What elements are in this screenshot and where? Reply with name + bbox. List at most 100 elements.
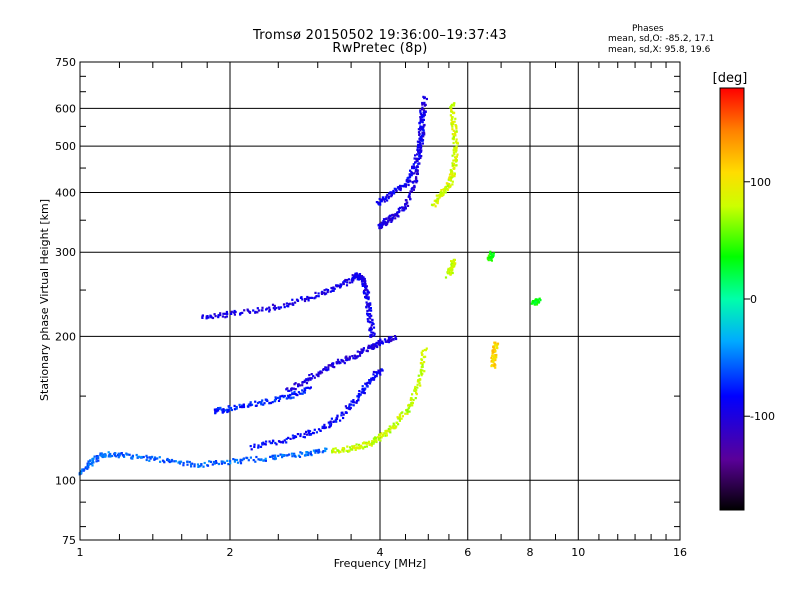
data-point: [351, 278, 354, 281]
data-point: [89, 459, 92, 462]
data-point: [313, 376, 316, 379]
data-point: [323, 291, 326, 295]
data-point: [83, 468, 86, 471]
data-point: [375, 372, 379, 376]
data-point: [298, 384, 302, 387]
data-point: [93, 455, 96, 458]
data-point: [371, 442, 374, 445]
data-point: [445, 187, 448, 190]
data-point: [367, 381, 370, 384]
data-point: [242, 458, 245, 461]
data-point: [452, 262, 455, 265]
data-point: [291, 392, 294, 396]
data-point: [268, 308, 271, 311]
data-point: [448, 178, 451, 181]
data-point: [377, 437, 380, 440]
data-point: [350, 403, 353, 406]
data-point: [224, 409, 227, 412]
data-point: [224, 316, 227, 319]
data-point: [325, 369, 328, 372]
data-point: [418, 382, 421, 385]
data-point: [219, 313, 222, 317]
data-point: [249, 404, 252, 407]
data-point: [331, 451, 334, 454]
data-point: [390, 336, 393, 339]
data-point: [317, 428, 321, 431]
data-point: [418, 121, 421, 125]
data-point: [307, 452, 310, 455]
data-point: [454, 117, 457, 120]
y-tick-labels: 75 100 200 300 400 500 600 750: [55, 56, 76, 547]
data-point: [368, 379, 371, 382]
data-point: [283, 454, 286, 457]
y-tick-label: 400: [55, 186, 76, 199]
data-point: [412, 188, 415, 191]
data-point: [451, 180, 454, 183]
data-point: [279, 453, 282, 456]
data-point: [337, 449, 340, 452]
data-point: [324, 449, 327, 453]
data-point: [107, 451, 110, 454]
data-point: [229, 462, 232, 465]
data-point: [348, 358, 351, 361]
colorbar-ticks: 100 0 -100: [744, 176, 775, 423]
data-point: [339, 450, 342, 453]
data-point: [340, 411, 343, 414]
data-point: [368, 345, 371, 348]
data-point: [305, 297, 308, 301]
data-point: [355, 355, 358, 358]
y-tick-label: 750: [55, 56, 76, 69]
data-point: [493, 344, 496, 347]
data-point: [358, 273, 362, 276]
data-point: [221, 315, 224, 318]
data-point: [410, 397, 413, 401]
data-point: [150, 456, 153, 459]
data-point: [539, 299, 542, 302]
data-point: [369, 328, 372, 331]
data-point: [450, 122, 453, 126]
data-point: [410, 190, 414, 193]
data-point: [329, 290, 332, 293]
data-point: [351, 276, 354, 279]
data-point: [424, 110, 427, 113]
data-point: [309, 296, 312, 299]
data-point: [188, 460, 191, 464]
data-point: [494, 341, 497, 344]
data-point: [339, 419, 342, 422]
data-point: [370, 331, 373, 334]
data-point: [444, 191, 447, 194]
data-point: [297, 383, 300, 386]
data-point: [319, 372, 322, 375]
data-point: [408, 196, 411, 199]
data-point: [303, 299, 307, 303]
data-point: [397, 423, 400, 426]
data-point: [104, 453, 107, 456]
data-point: [360, 351, 363, 354]
data-point: [233, 460, 236, 463]
colorbar-tick-label: -100: [750, 410, 775, 423]
data-point: [401, 209, 404, 212]
data-point: [168, 460, 171, 464]
data-point: [341, 447, 344, 450]
data-point: [311, 296, 314, 299]
data-point: [368, 320, 372, 324]
data-point: [289, 397, 292, 400]
data-point: [390, 194, 393, 197]
data-point: [423, 131, 426, 134]
data-point: [233, 309, 236, 313]
data-point: [145, 454, 148, 457]
data-point: [363, 284, 366, 287]
data-point: [342, 449, 345, 452]
data-point: [303, 432, 306, 435]
data-point: [490, 254, 493, 257]
data-point: [205, 315, 208, 318]
data-point: [198, 465, 201, 468]
data-point: [309, 378, 312, 381]
data-point: [375, 371, 378, 374]
data-point: [362, 391, 365, 394]
data-point: [414, 385, 417, 389]
data-point: [203, 461, 206, 465]
data-point: [273, 458, 276, 461]
data-point: [537, 301, 540, 304]
data-point: [252, 309, 255, 312]
